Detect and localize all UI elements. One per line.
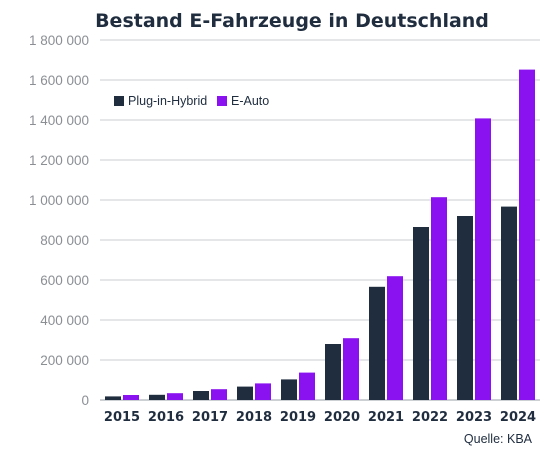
bar-plug-in-hybrid-2015 [105, 396, 121, 400]
y-tick-label: 1 200 000 [29, 153, 89, 168]
bar-plug-in-hybrid-2016 [149, 394, 165, 400]
bar-e-auto-2024 [519, 69, 535, 400]
source-note: Quelle: KBA [464, 432, 533, 446]
bar-plug-in-hybrid-2018 [237, 386, 253, 400]
y-tick-label: 200 000 [40, 353, 89, 368]
x-tick-label: 2018 [236, 410, 272, 425]
bar-plug-in-hybrid-2023 [457, 216, 473, 400]
y-tick-label: 0 [81, 393, 89, 408]
legend-swatch-plug-in-hybrid [114, 96, 124, 106]
x-tick-label: 2015 [104, 410, 140, 425]
bar-e-auto-2016 [167, 393, 183, 400]
bar-e-auto-2015 [123, 395, 139, 400]
bar-e-auto-2019 [299, 372, 315, 400]
bar-e-auto-2021 [387, 276, 403, 400]
legend-label-e-auto: E-Auto [231, 94, 269, 108]
bar-e-auto-2023 [475, 118, 491, 401]
x-tick-label: 2023 [456, 410, 492, 425]
chart-title: Bestand E-Fahrzeuge in Deutschland [95, 10, 489, 32]
y-tick-label: 400 000 [40, 313, 89, 328]
legend-label-plug-in-hybrid: Plug-in-Hybrid [128, 94, 207, 108]
bars [105, 69, 535, 401]
bar-plug-in-hybrid-2019 [281, 379, 297, 400]
x-tick-label: 2019 [280, 410, 316, 425]
bar-plug-in-hybrid-2021 [369, 286, 385, 400]
y-tick-label: 600 000 [40, 273, 89, 288]
bar-e-auto-2020 [343, 338, 359, 400]
x-tick-label: 2021 [368, 410, 404, 425]
bar-e-auto-2018 [255, 383, 271, 400]
x-tick-label: 2022 [412, 410, 448, 425]
legend-swatch-e-auto [217, 96, 227, 106]
x-tick-label: 2017 [192, 410, 228, 425]
legend: Plug-in-Hybrid E-Auto [114, 94, 269, 108]
y-axis: 0 200 000 400 000 600 000 800 000 1 000 000 1 … [29, 33, 89, 408]
x-tick-label: 2020 [324, 410, 360, 425]
bar-plug-in-hybrid-2024 [501, 206, 517, 400]
y-tick-label: 800 000 [40, 233, 89, 248]
x-tick-label: 2024 [500, 410, 536, 425]
x-axis: 2015 2016 2017 2018 2019 2020 2021 2022 2023 2024 [104, 410, 536, 425]
bar-plug-in-hybrid-2022 [413, 227, 429, 400]
y-tick-label: 1 800 000 [29, 33, 89, 48]
y-tick-label: 1 600 000 [29, 73, 89, 88]
bar-e-auto-2022 [431, 197, 447, 400]
y-tick-label: 1 400 000 [29, 113, 89, 128]
y-tick-label: 1 000 000 [29, 193, 89, 208]
bar-e-auto-2017 [211, 389, 227, 400]
x-tick-label: 2016 [148, 410, 184, 425]
bar-plug-in-hybrid-2017 [193, 391, 209, 400]
gridlines [100, 39, 540, 401]
bar-plug-in-hybrid-2020 [325, 344, 341, 400]
